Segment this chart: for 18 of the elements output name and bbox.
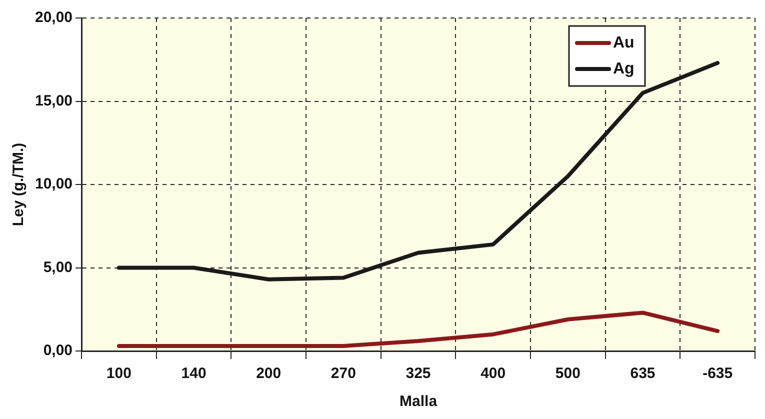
x-tick-label: -635	[702, 365, 733, 382]
y-tick-label: 15,00	[34, 92, 73, 110]
x-tick-label: 325	[406, 365, 431, 382]
x-tick-label: 400	[480, 365, 506, 382]
x-tick-label: 635	[630, 365, 656, 382]
legend-label: Au	[613, 34, 634, 52]
x-tick-label: 200	[256, 365, 282, 382]
y-tick-label: 5,00	[43, 258, 73, 276]
x-axis-title: Malla	[400, 393, 438, 410]
y-axis-title: Ley (g./TM.)	[10, 142, 28, 226]
x-tick-label: 100	[106, 365, 132, 382]
x-tick-label: 140	[181, 365, 206, 382]
y-tick-label: 20,00	[34, 9, 73, 26]
x-tick-label: 270	[330, 365, 356, 382]
y-tick-label: 0,00	[43, 342, 73, 360]
y-tick-label: 10,00	[34, 176, 73, 193]
legend-label: Ag	[613, 60, 634, 78]
x-tick-label: 500	[555, 365, 580, 382]
